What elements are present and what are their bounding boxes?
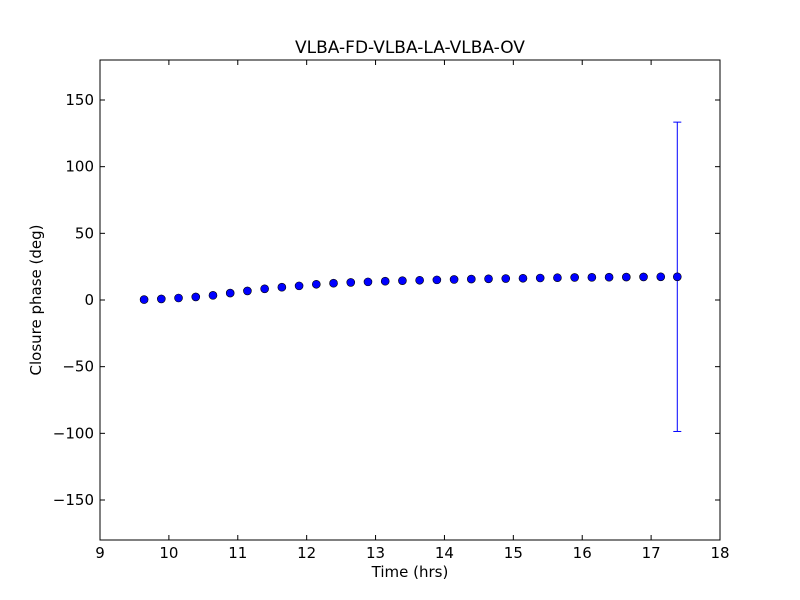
data-point <box>449 275 459 284</box>
y-tick-label: −50 <box>62 358 94 376</box>
data-point <box>208 291 218 300</box>
chart-title: VLBA-FD-VLBA-LA-VLBA-OV <box>295 38 525 58</box>
data-point <box>225 288 235 298</box>
data-point <box>604 272 614 282</box>
x-tick-label: 17 <box>642 544 661 562</box>
x-tick-label: 12 <box>297 544 316 562</box>
plot-frame <box>99 59 721 541</box>
data-point <box>157 294 166 304</box>
y-tick-label: 0 <box>84 291 94 309</box>
plot-area <box>100 60 720 540</box>
y-axis-label: Closure phase (deg) <box>27 225 45 376</box>
data-point <box>243 286 252 296</box>
data-point <box>432 275 442 285</box>
y-tick-label: 100 <box>65 158 94 176</box>
x-tick-label: 18 <box>710 544 729 562</box>
x-tick-label: 9 <box>95 544 105 562</box>
axis-ticks: 9 10 11 12 13 14 15 16 17 18 −150 −100 −50 0 50 100 150 <box>53 60 730 562</box>
data-point <box>277 282 287 292</box>
data-point <box>363 277 373 287</box>
y-tick-label: 150 <box>65 91 94 109</box>
x-tick-label: 10 <box>159 544 178 562</box>
data-point <box>139 295 149 304</box>
data-point <box>484 274 493 284</box>
data-point <box>639 272 648 282</box>
x-tick-label: 14 <box>435 544 454 562</box>
y-tick-label: −150 <box>53 491 94 509</box>
data-point <box>398 276 407 285</box>
data-point <box>467 274 476 284</box>
x-tick-label: 11 <box>228 544 247 562</box>
data-point <box>656 272 666 282</box>
data-point <box>329 278 338 288</box>
data-point <box>380 276 390 286</box>
data-point <box>346 278 356 287</box>
data-point <box>587 273 597 282</box>
data-point <box>174 293 183 303</box>
x-tick-label: 15 <box>504 544 523 562</box>
x-tick-label: 16 <box>573 544 592 562</box>
y-tick-label: −100 <box>53 424 94 442</box>
data-point <box>535 273 545 283</box>
data-point <box>260 284 269 294</box>
data-point <box>501 274 511 283</box>
data-point <box>191 292 201 302</box>
data-point <box>415 275 424 285</box>
data-points <box>139 121 682 432</box>
data-point <box>294 281 304 291</box>
y-tick-label: 50 <box>75 224 94 242</box>
x-axis-label: Time (hrs) <box>371 563 449 581</box>
data-point <box>672 272 682 282</box>
data-point <box>518 273 528 283</box>
data-point <box>570 273 579 282</box>
x-tick-label: 13 <box>366 544 385 562</box>
data-point <box>622 272 631 282</box>
data-point <box>553 273 562 283</box>
data-point <box>312 279 321 289</box>
